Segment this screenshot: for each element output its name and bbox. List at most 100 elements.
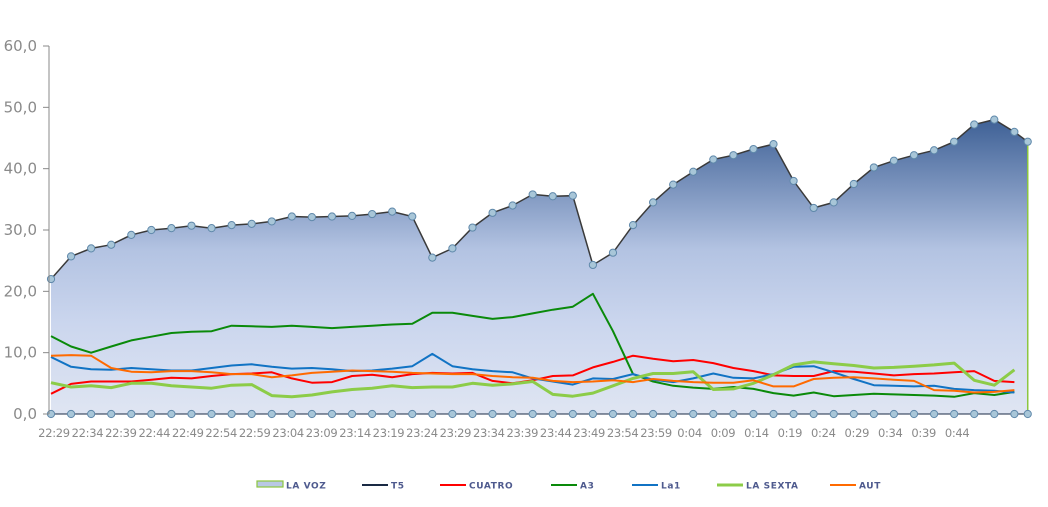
data-point-la-voz[interactable] xyxy=(66,252,76,261)
data-point-t5[interactable] xyxy=(829,409,838,419)
data-point-t5[interactable] xyxy=(107,409,116,419)
data-point-la-voz[interactable] xyxy=(368,209,377,219)
data-point-t5[interactable] xyxy=(769,409,778,419)
data-point-t5[interactable] xyxy=(368,409,377,419)
data-point-t5[interactable] xyxy=(167,409,176,419)
data-point-la-voz[interactable] xyxy=(468,223,477,232)
data-point-t5[interactable] xyxy=(849,409,858,419)
data-point-la-voz[interactable] xyxy=(970,120,979,129)
data-point-la-voz[interactable] xyxy=(749,144,758,154)
data-point-la-voz[interactable] xyxy=(147,225,156,235)
data-point-la-voz[interactable] xyxy=(508,201,517,210)
data-point-t5[interactable] xyxy=(568,409,577,419)
data-point-la-voz[interactable] xyxy=(789,176,798,186)
data-point-t5[interactable] xyxy=(347,409,357,419)
legend-item-la-voz[interactable]: LA VOZ xyxy=(256,480,326,492)
data-point-la-voz[interactable] xyxy=(127,230,136,240)
data-point-la-voz[interactable] xyxy=(227,220,236,230)
data-point-t5[interactable] xyxy=(548,409,557,419)
data-point-t5[interactable] xyxy=(508,409,517,419)
data-point-t5[interactable] xyxy=(990,409,999,419)
data-point-t5[interactable] xyxy=(488,409,497,419)
legend-item-la1[interactable]: La1 xyxy=(632,482,681,492)
data-point-t5[interactable] xyxy=(1023,409,1032,419)
data-point-la-voz[interactable] xyxy=(628,220,638,230)
legend-item-cuatro[interactable]: CUATRO xyxy=(440,482,513,492)
legend-item-aut[interactable]: AUT xyxy=(830,482,881,492)
data-point-t5[interactable] xyxy=(608,409,618,419)
data-point-la-voz[interactable] xyxy=(669,180,678,189)
data-point-t5[interactable] xyxy=(388,409,397,419)
data-point-la-voz[interactable] xyxy=(287,212,296,221)
data-point-t5[interactable] xyxy=(729,409,738,419)
data-point-t5[interactable] xyxy=(669,409,678,419)
data-point-la-voz[interactable] xyxy=(990,115,999,124)
data-point-la-voz[interactable] xyxy=(608,248,618,257)
data-point-t5[interactable] xyxy=(468,409,477,419)
data-point-la-voz[interactable] xyxy=(909,151,919,160)
data-point-la-voz[interactable] xyxy=(709,155,718,164)
data-point-t5[interactable] xyxy=(909,409,919,419)
data-point-la-voz[interactable] xyxy=(729,151,738,160)
data-point-la-voz[interactable] xyxy=(528,190,537,199)
legend-item-t5[interactable]: T5 xyxy=(362,482,405,492)
data-point-la-voz[interactable] xyxy=(588,260,597,270)
data-point-la-voz[interactable] xyxy=(207,224,216,233)
data-point-t5[interactable] xyxy=(267,409,276,419)
legend-item-a3[interactable]: A3 xyxy=(551,482,594,492)
data-point-t5[interactable] xyxy=(87,409,96,419)
data-point-t5[interactable] xyxy=(588,409,597,419)
data-point-la-voz[interactable] xyxy=(829,198,838,207)
data-point-t5[interactable] xyxy=(408,409,417,419)
data-point-la-voz[interactable] xyxy=(428,253,437,262)
data-point-la-voz[interactable] xyxy=(548,192,557,201)
data-point-la-voz[interactable] xyxy=(448,244,457,253)
data-point-la-voz[interactable] xyxy=(809,203,818,213)
data-point-la-voz[interactable] xyxy=(87,244,96,253)
data-point-t5[interactable] xyxy=(147,409,156,419)
data-point-la-voz[interactable] xyxy=(488,208,497,217)
data-point-la-voz[interactable] xyxy=(347,211,357,220)
data-point-la-voz[interactable] xyxy=(689,167,698,176)
data-point-t5[interactable] xyxy=(448,409,457,419)
data-point-t5[interactable] xyxy=(207,409,216,419)
data-point-la-voz[interactable] xyxy=(929,146,939,155)
data-point-la-voz[interactable] xyxy=(889,156,899,165)
data-point-t5[interactable] xyxy=(307,409,317,419)
data-point-t5[interactable] xyxy=(649,409,658,419)
data-point-la-voz[interactable] xyxy=(388,207,397,216)
data-point-t5[interactable] xyxy=(1010,409,1019,419)
data-point-la-voz[interactable] xyxy=(849,179,858,189)
data-point-la-voz[interactable] xyxy=(307,213,317,222)
data-point-t5[interactable] xyxy=(929,409,939,419)
data-point-t5[interactable] xyxy=(247,409,256,419)
data-point-t5[interactable] xyxy=(689,409,698,419)
data-point-t5[interactable] xyxy=(327,409,337,419)
data-point-la-voz[interactable] xyxy=(46,274,56,284)
data-point-t5[interactable] xyxy=(809,409,818,419)
data-point-t5[interactable] xyxy=(749,409,758,419)
data-point-la-voz[interactable] xyxy=(107,240,116,249)
data-point-la-voz[interactable] xyxy=(1023,137,1032,146)
data-point-t5[interactable] xyxy=(127,409,136,419)
data-point-t5[interactable] xyxy=(789,409,798,419)
data-point-la-voz[interactable] xyxy=(1010,127,1019,136)
data-point-t5[interactable] xyxy=(628,409,638,419)
data-point-t5[interactable] xyxy=(970,409,979,419)
data-point-la-voz[interactable] xyxy=(769,140,778,149)
data-point-la-voz[interactable] xyxy=(167,224,176,233)
data-point-la-voz[interactable] xyxy=(568,191,577,200)
data-point-la-voz[interactable] xyxy=(869,163,878,172)
data-point-t5[interactable] xyxy=(187,409,196,419)
data-point-la-voz[interactable] xyxy=(267,217,276,226)
data-point-t5[interactable] xyxy=(950,409,959,419)
legend-item-la-sexta[interactable]: LA SEXTA xyxy=(717,482,799,492)
data-point-t5[interactable] xyxy=(428,409,437,419)
data-point-t5[interactable] xyxy=(889,409,899,419)
data-point-la-voz[interactable] xyxy=(327,212,337,221)
data-point-t5[interactable] xyxy=(287,409,296,419)
data-point-la-voz[interactable] xyxy=(408,212,417,221)
data-point-t5[interactable] xyxy=(709,409,718,419)
data-point-la-voz[interactable] xyxy=(187,221,196,230)
data-point-la-voz[interactable] xyxy=(247,219,256,228)
